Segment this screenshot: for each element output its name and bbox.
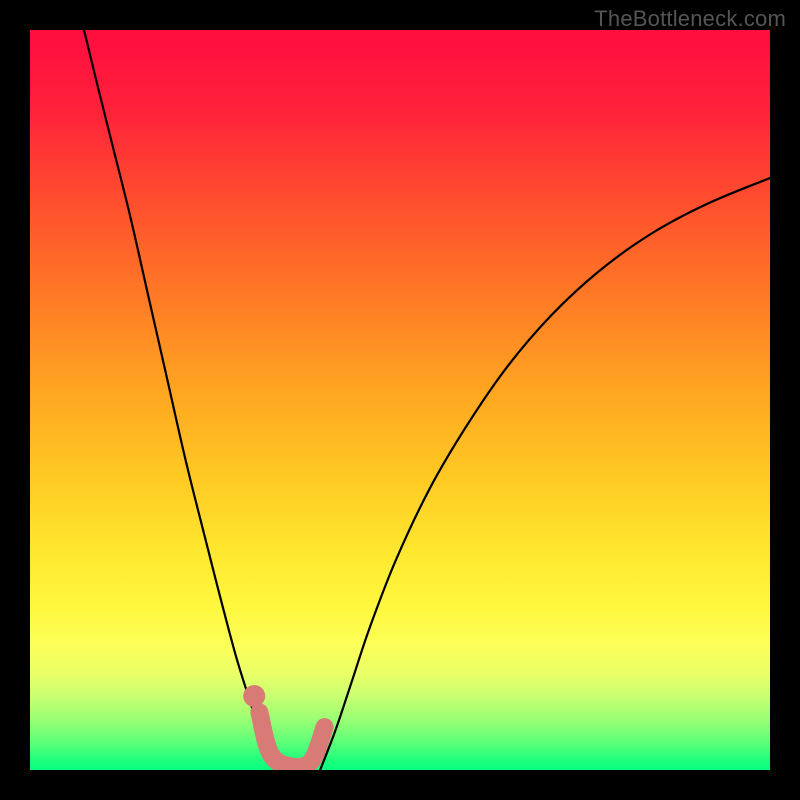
marker-layer bbox=[30, 30, 770, 770]
chart-container: TheBottleneck.com bbox=[0, 0, 800, 800]
watermark-text: TheBottleneck.com bbox=[594, 6, 786, 32]
plot-area bbox=[30, 30, 770, 770]
optimal-zone-marker bbox=[259, 712, 324, 767]
optimal-zone-marker-dot bbox=[243, 685, 265, 707]
